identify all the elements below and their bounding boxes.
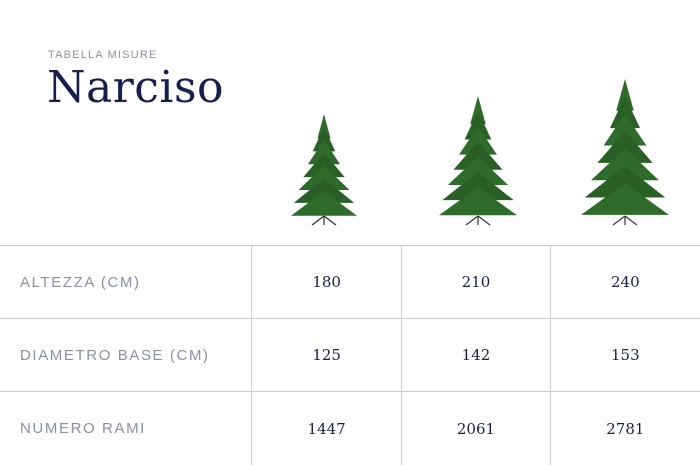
page-title: Narciso	[47, 62, 225, 113]
size-table: ALTEZZA (CM) 180 210 240 DIAMETRO BASE (…	[0, 245, 700, 465]
table-cell: 2061	[401, 392, 549, 465]
christmas-tree-large-icon	[581, 79, 669, 226]
christmas-tree-small-icon	[291, 114, 357, 226]
eyebrow-label: TABELLA MISURE	[48, 49, 158, 61]
table-cell: 1447	[250, 392, 401, 465]
table-cell: 180	[250, 246, 401, 318]
table-cell: 240	[549, 246, 700, 318]
table-cell: 153	[549, 319, 700, 391]
table-row-diameter: DIAMETRO BASE (CM) 125 142 153	[0, 319, 700, 392]
table-cell: 125	[250, 319, 401, 391]
table-cell: 210	[401, 246, 549, 318]
row-label: DIAMETRO BASE (CM)	[20, 346, 210, 364]
table-row-height: ALTEZZA (CM) 180 210 240	[0, 246, 700, 319]
row-label: ALTEZZA (CM)	[20, 273, 141, 291]
table-row-branches: NUMERO RAMI 1447 2061 2781	[0, 392, 700, 465]
table-cell: 2781	[549, 392, 700, 465]
table-cell: 142	[401, 319, 549, 391]
christmas-tree-medium-icon	[439, 96, 517, 226]
row-label: NUMERO RAMI	[20, 420, 146, 437]
